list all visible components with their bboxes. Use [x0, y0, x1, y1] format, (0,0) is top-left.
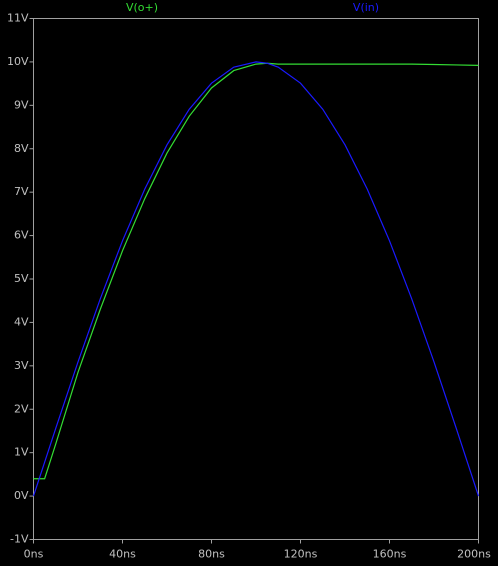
y-tick-label: 4V [14, 315, 29, 328]
y-tick-label: -1V [10, 533, 29, 546]
y-tick-label: 1V [14, 446, 29, 459]
y-tick-label: 3V [14, 359, 29, 372]
x-tick-label: 160ns [373, 548, 407, 561]
x-tick-label: 0ns [24, 548, 44, 561]
y-tick-label: 10V [7, 55, 29, 68]
y-tick-label: 9V [14, 98, 29, 111]
x-tick-label: 40ns [109, 548, 136, 561]
series-line [33, 62, 479, 480]
x-tick-label: 80ns [198, 548, 225, 561]
legend-label: V(in) [353, 1, 379, 14]
y-tick-label: 5V [14, 272, 29, 285]
series-line [32, 61, 480, 497]
y-tick-label: 2V [14, 402, 29, 415]
x-tick-label: 200ns [457, 548, 491, 561]
y-tick-label: 6V [14, 229, 29, 242]
plot-frame [33, 18, 479, 540]
y-tick-label: 0V [14, 489, 29, 502]
legend-label: V(o+) [126, 1, 158, 14]
y-tick-label: 8V [14, 142, 29, 155]
y-tick-label: 7V [14, 185, 29, 198]
x-tick-label: 120ns [284, 548, 318, 561]
y-tick-label: 11V [7, 12, 29, 25]
